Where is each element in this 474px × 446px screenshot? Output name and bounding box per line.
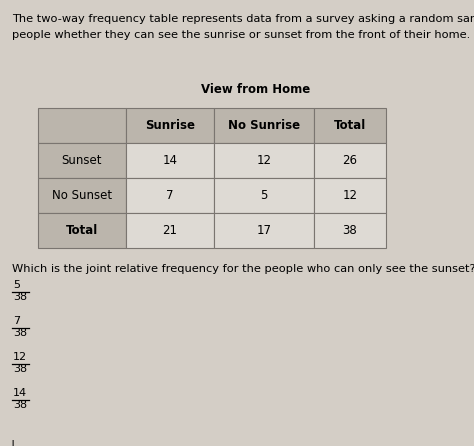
Text: 5: 5 [13,280,20,290]
Text: The two-way frequency table represents data from a survey asking a random sampli: The two-way frequency table represents d… [12,14,474,24]
Text: 38: 38 [13,401,27,410]
Text: 17: 17 [256,224,272,237]
Bar [38,143,126,178]
Text: 12: 12 [256,154,272,167]
Bar [126,178,214,213]
Text: No Sunrise: No Sunrise [228,119,300,132]
Text: 38: 38 [13,293,27,302]
Bar [214,178,314,213]
Bar [214,143,314,178]
Bar [38,213,126,248]
Text: Which is the joint relative frequency for the people who can only see the sunset: Which is the joint relative frequency fo… [12,264,474,274]
Text: 38: 38 [343,224,357,237]
Text: 12: 12 [13,352,27,362]
Bar [126,143,214,178]
Bar [214,108,314,143]
Text: View from Home: View from Home [201,83,310,96]
Text: Sunset: Sunset [62,154,102,167]
Bar [38,108,126,143]
Text: 7: 7 [13,316,20,326]
Bar [314,178,386,213]
Text: 12: 12 [343,189,357,202]
Text: No Sunset: No Sunset [52,189,112,202]
Text: 38: 38 [13,329,27,339]
Text: Sunrise: Sunrise [145,119,195,132]
Bar [126,108,214,143]
Text: 5: 5 [260,189,268,202]
Bar [214,213,314,248]
Text: 21: 21 [163,224,177,237]
Text: 7: 7 [166,189,174,202]
Text: Total: Total [334,119,366,132]
Text: people whether they can see the sunrise or sunset from the front of their home.: people whether they can see the sunrise … [12,30,470,40]
Text: |: | [10,440,14,446]
Text: 14: 14 [163,154,177,167]
Bar [314,143,386,178]
Text: 38: 38 [13,364,27,375]
Bar [314,108,386,143]
Text: 26: 26 [343,154,357,167]
Bar [314,213,386,248]
Bar [38,178,126,213]
Bar [126,213,214,248]
Text: 14: 14 [13,388,27,398]
Text: Total: Total [66,224,98,237]
